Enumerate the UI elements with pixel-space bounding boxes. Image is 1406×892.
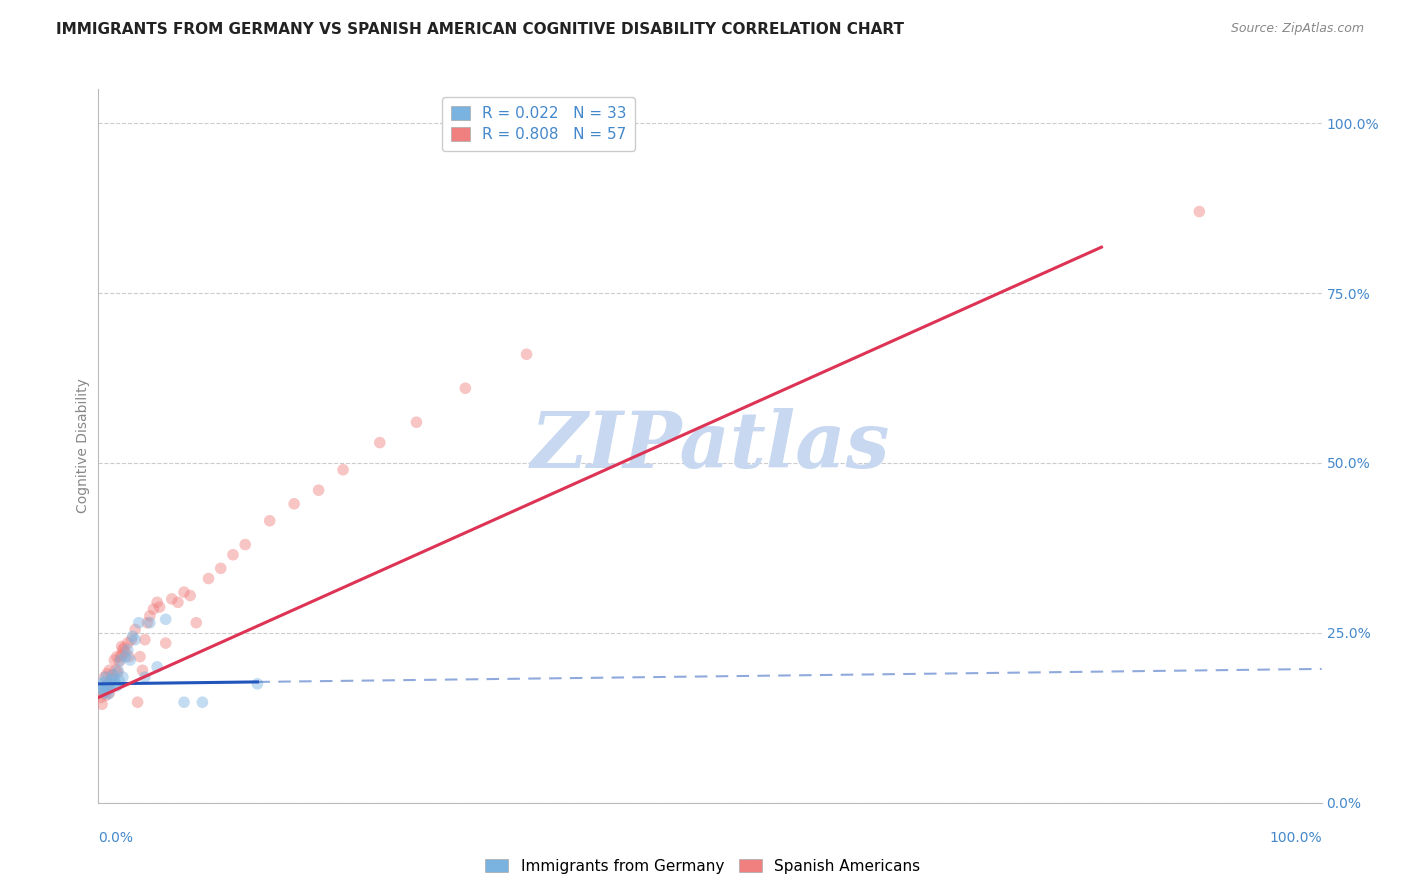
Point — [98, 686, 121, 700]
Point — [146, 595, 169, 609]
Point — [149, 600, 172, 615]
Point — [136, 615, 159, 630]
Point — [121, 629, 143, 643]
Point — [114, 645, 136, 659]
Legend: R = 0.022   N = 33, R = 0.808   N = 57: R = 0.022 N = 33, R = 0.808 N = 57 — [441, 97, 636, 152]
Point — [97, 679, 120, 693]
Point — [173, 585, 195, 599]
Point — [101, 672, 124, 686]
Point — [100, 674, 122, 689]
Point — [98, 681, 121, 696]
Point — [454, 381, 477, 395]
Point — [1188, 204, 1211, 219]
Point — [114, 649, 136, 664]
Point — [368, 435, 391, 450]
Point — [117, 643, 139, 657]
Point — [233, 537, 256, 551]
Point — [110, 649, 132, 664]
Point — [155, 612, 177, 626]
Point — [110, 653, 132, 667]
Point — [96, 677, 118, 691]
Point — [124, 623, 146, 637]
Point — [146, 660, 169, 674]
Point — [139, 608, 162, 623]
Point — [246, 677, 269, 691]
Point — [91, 683, 114, 698]
Point — [209, 561, 232, 575]
Point — [111, 648, 134, 662]
Point — [191, 695, 214, 709]
Point — [101, 668, 124, 682]
Point — [111, 640, 134, 654]
Point — [308, 483, 330, 498]
Point — [100, 673, 122, 688]
Point — [105, 679, 128, 693]
Point — [186, 615, 208, 630]
Point — [91, 698, 114, 712]
Point — [93, 686, 115, 700]
Point — [108, 673, 131, 688]
Point — [332, 463, 354, 477]
Point — [155, 636, 177, 650]
Point — [94, 689, 117, 703]
Point — [96, 679, 118, 693]
Point — [515, 347, 537, 361]
Point — [103, 653, 125, 667]
Text: Source: ZipAtlas.com: Source: ZipAtlas.com — [1230, 22, 1364, 36]
Point — [111, 670, 134, 684]
Point — [128, 615, 150, 630]
Point — [101, 677, 124, 691]
Point — [112, 640, 135, 655]
Point — [134, 632, 156, 647]
Point — [104, 677, 127, 691]
Point — [405, 415, 427, 429]
Text: ZIPatlas: ZIPatlas — [530, 408, 890, 484]
Point — [104, 663, 127, 677]
Text: IMMIGRANTS FROM GERMANY VS SPANISH AMERICAN COGNITIVE DISABILITY CORRELATION CHA: IMMIGRANTS FROM GERMANY VS SPANISH AMERI… — [56, 22, 904, 37]
Point — [222, 548, 245, 562]
Point — [131, 663, 153, 677]
Point — [101, 668, 124, 682]
Point — [160, 591, 183, 606]
Point — [139, 615, 162, 630]
Y-axis label: Cognitive Disability: Cognitive Disability — [76, 378, 90, 514]
Point — [90, 690, 112, 705]
Point — [103, 672, 125, 686]
Legend: Immigrants from Germany, Spanish Americans: Immigrants from Germany, Spanish America… — [479, 853, 927, 880]
Point — [283, 497, 305, 511]
Point — [91, 681, 114, 696]
Text: 100.0%: 100.0% — [1270, 831, 1322, 846]
Point — [117, 636, 139, 650]
Point — [93, 674, 115, 689]
Point — [96, 666, 118, 681]
Point — [93, 670, 115, 684]
Point — [259, 514, 281, 528]
Point — [98, 663, 121, 677]
Point — [124, 632, 146, 647]
Point — [97, 687, 120, 701]
Point — [179, 589, 201, 603]
Point — [94, 670, 117, 684]
Point — [91, 686, 114, 700]
Point — [134, 670, 156, 684]
Point — [108, 655, 131, 669]
Point — [118, 649, 141, 664]
Point — [173, 695, 195, 709]
Point — [93, 681, 115, 696]
Point — [90, 677, 112, 691]
Point — [120, 653, 142, 667]
Point — [197, 572, 219, 586]
Point — [105, 649, 128, 664]
Point — [111, 643, 134, 657]
Point — [107, 663, 129, 677]
Point — [127, 695, 149, 709]
Point — [107, 665, 129, 680]
Text: 0.0%: 0.0% — [98, 831, 134, 846]
Point — [120, 632, 142, 647]
Point — [129, 649, 152, 664]
Point — [91, 680, 114, 694]
Point — [167, 595, 190, 609]
Point — [142, 602, 165, 616]
